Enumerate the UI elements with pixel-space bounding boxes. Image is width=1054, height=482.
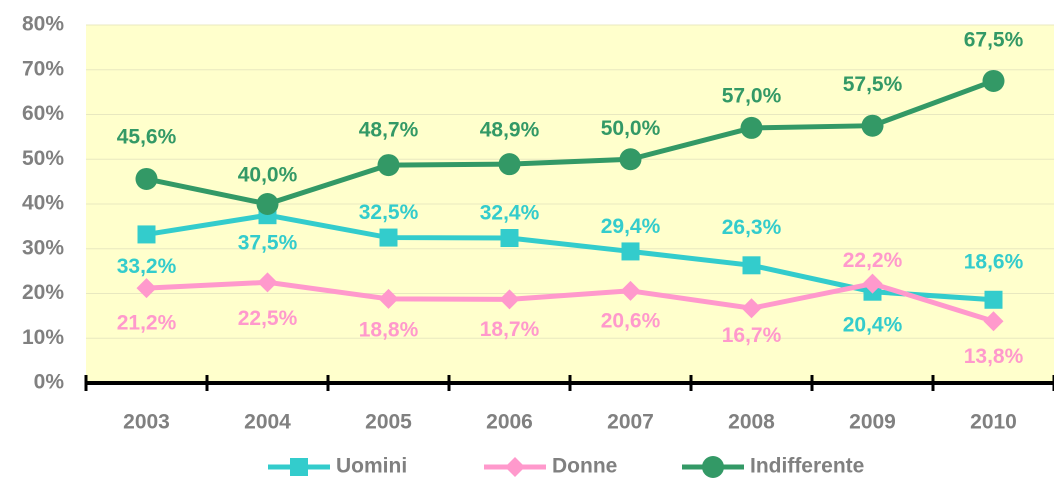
marker: [862, 273, 883, 294]
legend-label: Uomini: [336, 455, 407, 478]
x-tick-label: 2006: [486, 411, 533, 434]
x-tick-label: 2003: [123, 411, 170, 434]
marker: [498, 153, 521, 176]
y-tick-label: 60%: [22, 102, 64, 125]
data-label: 16,7%: [722, 324, 782, 347]
data-label: 48,7%: [359, 119, 419, 142]
series-line: [146, 279, 995, 324]
data-label: 20,4%: [843, 313, 903, 336]
data-label: 26,3%: [722, 216, 782, 239]
data-label: 32,4%: [480, 202, 540, 225]
marker: [742, 256, 761, 275]
legend-label: Indifferente: [750, 455, 864, 478]
marker: [619, 148, 642, 171]
data-label: 18,7%: [480, 318, 540, 341]
y-tick-label: 40%: [22, 192, 64, 215]
data-label: 45,6%: [117, 125, 177, 148]
marker: [621, 242, 640, 261]
marker: [137, 225, 156, 244]
marker: [290, 458, 308, 476]
y-tick-label: 80%: [22, 13, 64, 36]
marker: [505, 457, 525, 477]
data-label: 21,2%: [117, 312, 177, 335]
y-tick-label: 30%: [22, 236, 64, 259]
x-tick-label: 2008: [728, 411, 775, 434]
legend-label: Donne: [552, 455, 617, 478]
marker: [136, 278, 157, 299]
y-tick-label: 10%: [22, 326, 64, 349]
data-label: 57,5%: [843, 73, 903, 96]
x-tick-label: 2005: [365, 411, 412, 434]
marker: [983, 311, 1004, 332]
y-tick-label: 0%: [34, 371, 65, 394]
marker: [135, 167, 158, 190]
data-label: 33,2%: [117, 255, 177, 278]
marker: [500, 229, 519, 248]
marker: [379, 228, 398, 247]
marker: [861, 114, 884, 137]
marker: [982, 69, 1005, 92]
data-label: 50,0%: [601, 117, 661, 140]
data-label: 40,0%: [238, 164, 298, 187]
x-tick-label: 2004: [244, 411, 291, 434]
marker: [620, 280, 641, 301]
series-line: [145, 78, 995, 207]
marker: [702, 456, 724, 478]
data-label: 29,4%: [601, 215, 661, 238]
x-tick-label: 2009: [849, 411, 896, 434]
marker: [378, 288, 399, 309]
marker: [740, 116, 763, 139]
data-label: 57,0%: [722, 84, 782, 107]
data-label: 37,5%: [238, 232, 298, 255]
data-label: 22,2%: [843, 249, 903, 272]
data-label: 18,6%: [964, 250, 1024, 273]
data-label: 48,9%: [480, 119, 540, 142]
y-tick-label: 70%: [22, 57, 64, 80]
marker: [257, 272, 278, 293]
marker: [984, 290, 1003, 309]
x-tick-label: 2007: [607, 411, 654, 434]
y-tick-label: 20%: [22, 281, 64, 304]
data-label: 22,5%: [238, 307, 298, 330]
data-label: 13,8%: [964, 345, 1024, 368]
data-label: 20,6%: [601, 309, 661, 332]
marker: [377, 154, 400, 177]
marker: [741, 298, 762, 319]
data-label: 18,8%: [359, 318, 419, 341]
data-label: 32,5%: [359, 201, 419, 224]
marker: [499, 289, 520, 310]
marker: [256, 193, 279, 215]
y-tick-label: 50%: [22, 147, 64, 170]
x-tick-label: 2010: [970, 411, 1017, 434]
data-label: 67,5%: [964, 28, 1024, 51]
